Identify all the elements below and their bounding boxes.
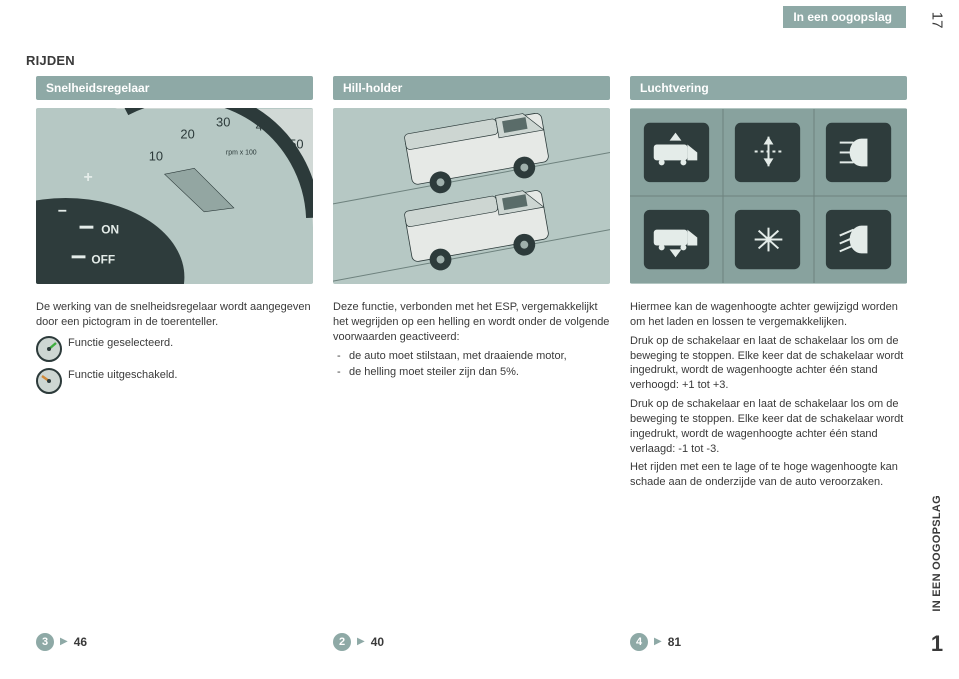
ref-chapter-badge: 2	[333, 633, 351, 651]
suspension-panel-icon	[630, 108, 907, 284]
ref-col2: 2 ▶ 40	[333, 633, 384, 651]
title-box-speed: Snelheidsregelaar	[36, 76, 313, 100]
svg-text:−: −	[58, 203, 67, 220]
gauge-off-icon	[36, 368, 62, 394]
illustration-hill-vans	[333, 108, 610, 284]
ref-arrow-icon: ▶	[357, 635, 365, 649]
side-tab-chapter: 1	[931, 629, 943, 659]
ref-page: 46	[74, 634, 87, 650]
title-box-air: Luchtvering	[630, 76, 907, 100]
col-speed: De werking van de snelheidsregelaar word…	[36, 300, 313, 651]
svg-text:OFF: OFF	[91, 252, 115, 266]
title-boxes-row: Snelheidsregelaar Hill-holder Luchtverin…	[36, 76, 907, 100]
ref-col1: 3 ▶ 46	[36, 633, 87, 651]
ref-col3: 4 ▶ 81	[630, 633, 681, 651]
text-columns: De werking van de snelheidsregelaar word…	[36, 300, 907, 651]
svg-text:ON: ON	[101, 223, 119, 237]
page-title: RIJDEN	[26, 52, 75, 70]
col2-bullets: de auto moet stilstaan, met draaiende mo…	[333, 349, 610, 381]
col3-p2: Druk op de schakelaar en laat de schakel…	[630, 334, 907, 393]
col-air: Hiermee kan de wagenhoogte achter gewijz…	[630, 300, 907, 651]
ref-arrow-icon: ▶	[60, 635, 68, 649]
col2-bullet: de helling moet steiler zijn dan 5%.	[333, 365, 610, 380]
gauge-tick: 30	[216, 115, 230, 130]
state-selected: Functie geselecteerd.	[68, 336, 173, 351]
col3-p1: Hiermee kan de wagenhoogte achter gewijz…	[630, 300, 907, 330]
state-off: Functie uitgeschakeld.	[68, 368, 177, 383]
gauge-tick: 50	[289, 137, 303, 152]
side-chapter-tab: IN EEN OOGOPSLAG 1	[923, 495, 951, 659]
illustration-air-buttons	[630, 108, 907, 284]
manual-page: In een oogopslag 17 RIJDEN Snelheidsrege…	[0, 0, 959, 679]
page-number-top: 17	[927, 12, 947, 29]
illustrations-row: 10 20 30 40 50 rpm x 100 + − ON OFF	[36, 108, 907, 284]
ref-chapter-badge: 4	[630, 633, 648, 651]
col3-p3: Druk op de schakelaar en laat de schakel…	[630, 397, 907, 456]
section-header-tab: In een oogopslag	[783, 6, 911, 28]
ref-arrow-icon: ▶	[654, 635, 662, 649]
col3-p4: Het rijden met een te lage of te hoge wa…	[630, 460, 907, 490]
col1-intro: De werking van de snelheidsregelaar word…	[36, 300, 313, 330]
title-box-hill: Hill-holder	[333, 76, 610, 100]
gauge-unit: rpm x 100	[226, 149, 257, 156]
col2-intro: Deze functie, verbonden met het ESP, ver…	[333, 300, 610, 345]
gauge-selected-icon	[36, 336, 62, 362]
gauge-tick: 40	[256, 119, 270, 134]
col2-bullet: de auto moet stilstaan, met draaiende mo…	[333, 349, 610, 364]
gauge-icon: 10 20 30 40 50 rpm x 100 + − ON OFF	[36, 108, 313, 284]
gauge-tick: 20	[180, 127, 194, 142]
col-hill: Deze functie, verbonden met het ESP, ver…	[333, 300, 610, 651]
ref-chapter-badge: 3	[36, 633, 54, 651]
vans-icon	[333, 108, 610, 284]
svg-text:+: +	[83, 169, 92, 186]
ref-page: 81	[668, 634, 681, 650]
gauge-tick: 10	[149, 148, 163, 163]
side-tab-label: IN EEN OOGOPSLAG	[930, 495, 945, 612]
illustration-speed-gauge: 10 20 30 40 50 rpm x 100 + − ON OFF	[36, 108, 313, 284]
ref-page: 40	[371, 634, 384, 650]
